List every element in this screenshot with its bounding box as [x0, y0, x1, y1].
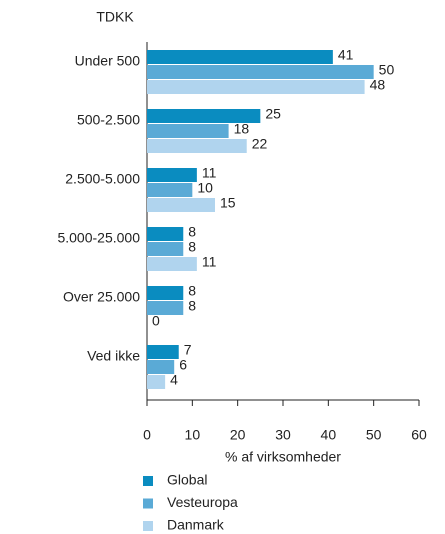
value-label: 11 [202, 165, 217, 181]
x-tick-label: 30 [275, 427, 291, 443]
value-label: 7 [184, 342, 192, 358]
legend-swatch [143, 476, 153, 486]
bar [147, 227, 184, 241]
y-tick-label: 2.500-5.000 [65, 171, 140, 187]
value-label: 8 [188, 298, 196, 314]
y-tick-label: 5.000-25.000 [57, 230, 140, 246]
legend-label: Danmark [167, 517, 225, 533]
bar [147, 360, 175, 374]
value-label: 48 [370, 77, 386, 93]
bar [147, 80, 365, 94]
legend-label: Global [167, 472, 207, 488]
y-axis-title: TDKK [96, 9, 134, 25]
y-tick-label: Ved ikke [87, 348, 140, 364]
value-label: 50 [379, 62, 395, 78]
bar [147, 109, 261, 123]
legend-label: Vesteuropa [167, 494, 238, 510]
value-label: 8 [188, 224, 196, 240]
value-label: 8 [188, 239, 196, 255]
value-label: 10 [197, 180, 213, 196]
legend-swatch [143, 498, 153, 509]
x-tick-label: 50 [366, 427, 382, 443]
legend-swatch [143, 521, 153, 531]
value-label: 41 [338, 47, 354, 63]
value-label: 11 [202, 254, 217, 270]
value-label: 22 [252, 136, 268, 152]
bar [147, 286, 184, 300]
x-tick-label: 0 [143, 427, 151, 443]
bar [147, 375, 166, 389]
y-tick-label: Under 500 [75, 53, 141, 69]
bar [147, 124, 229, 138]
bar [147, 257, 197, 271]
value-label: 25 [265, 106, 281, 122]
value-label: 18 [234, 121, 250, 137]
x-tick-label: 20 [230, 427, 246, 443]
x-tick-label: 60 [411, 427, 427, 443]
x-axis-title: % af virksomheder [225, 449, 341, 465]
y-tick-label: Over 25.000 [63, 289, 140, 305]
bar [147, 168, 197, 182]
value-label: 4 [170, 372, 178, 388]
bar [147, 301, 184, 315]
bar [147, 198, 215, 212]
bar [147, 183, 193, 197]
x-tick-label: 10 [185, 427, 201, 443]
bar [147, 139, 247, 153]
value-label: 15 [220, 195, 236, 211]
value-label: 8 [188, 283, 196, 299]
x-tick-label: 40 [321, 427, 337, 443]
value-label: 0 [152, 313, 160, 329]
bar [147, 242, 184, 256]
bar [147, 65, 374, 79]
bar [147, 345, 179, 359]
y-tick-label: 500-2.500 [77, 112, 140, 128]
bar [147, 50, 333, 64]
value-label: 6 [179, 357, 187, 373]
